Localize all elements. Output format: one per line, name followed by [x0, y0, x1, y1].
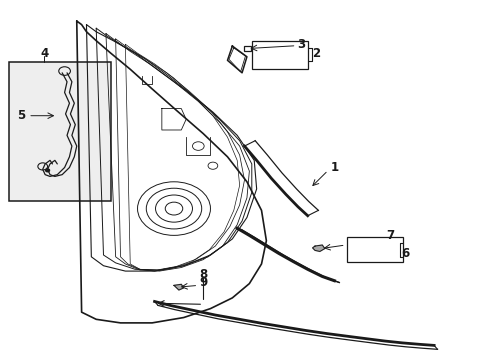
Circle shape — [45, 169, 49, 172]
Polygon shape — [174, 284, 183, 290]
Bar — [243, 46, 251, 51]
Bar — [346, 237, 402, 262]
Text: 8: 8 — [199, 268, 207, 281]
Polygon shape — [312, 245, 324, 251]
Text: 6: 6 — [400, 247, 408, 260]
Text: 2: 2 — [312, 47, 320, 60]
Text: 7: 7 — [386, 229, 394, 242]
Text: 3: 3 — [297, 39, 305, 51]
Text: 4: 4 — [40, 47, 48, 60]
Bar — [251, 41, 307, 69]
Text: 9: 9 — [199, 276, 207, 289]
Text: 5: 5 — [17, 109, 25, 122]
Text: 1: 1 — [330, 161, 338, 174]
Bar — [9, 62, 111, 202]
